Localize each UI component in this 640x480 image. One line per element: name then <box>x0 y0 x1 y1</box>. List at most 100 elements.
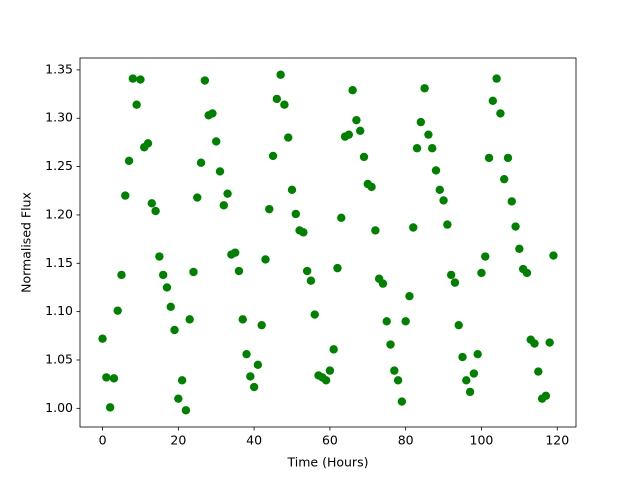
data-point <box>238 315 247 324</box>
data-point <box>401 317 410 326</box>
data-point <box>367 182 376 192</box>
x-tick-label: 20 <box>170 433 186 448</box>
data-point <box>450 278 460 287</box>
data-point <box>424 130 433 139</box>
y-tick-label: 1.00 <box>45 400 73 415</box>
y-tick-label: 1.30 <box>45 110 73 125</box>
data-point <box>541 391 551 400</box>
data-point <box>147 199 157 208</box>
data-point <box>272 94 282 104</box>
x-tick-label: 100 <box>470 433 494 448</box>
data-point <box>458 352 467 362</box>
data-point <box>378 279 388 288</box>
data-point <box>253 360 263 370</box>
data-point <box>166 302 175 312</box>
data-point <box>348 86 357 95</box>
data-point <box>280 100 289 109</box>
data-point <box>371 226 380 235</box>
data-point <box>469 369 479 378</box>
data-point <box>299 228 308 237</box>
data-point <box>124 156 134 165</box>
data-point <box>477 268 486 278</box>
data-point <box>435 185 444 194</box>
data-point <box>98 334 107 343</box>
data-point <box>196 158 206 167</box>
plot-frame <box>79 57 577 428</box>
data-point <box>428 144 437 153</box>
data-point <box>412 144 422 153</box>
data-point <box>499 174 509 184</box>
data-point <box>162 283 172 292</box>
data-point <box>503 153 513 163</box>
data-point <box>200 76 210 85</box>
x-tick-label: 0 <box>99 433 107 448</box>
data-point <box>215 167 225 176</box>
data-point <box>136 75 145 84</box>
data-point <box>488 96 498 106</box>
data-point <box>329 345 338 354</box>
data-point <box>473 349 482 359</box>
data-point <box>230 248 240 257</box>
data-point <box>185 315 194 324</box>
data-point <box>287 185 297 194</box>
data-point <box>446 270 456 280</box>
data-point <box>249 382 259 392</box>
data-point <box>337 213 346 223</box>
data-point <box>522 268 532 278</box>
data-point <box>481 252 490 261</box>
data-point <box>359 152 369 162</box>
data-point <box>549 251 558 260</box>
x-axis-label: Time (Hours) <box>287 455 369 470</box>
data-point <box>181 406 191 415</box>
y-tick-label: 1.20 <box>45 206 73 221</box>
data-point <box>344 130 354 139</box>
data-point <box>246 372 255 381</box>
y-tick-label: 1.15 <box>45 255 73 270</box>
data-point <box>534 367 543 376</box>
data-point <box>439 196 448 205</box>
data-point <box>416 117 426 127</box>
x-tick-label: 40 <box>246 433 262 448</box>
data-point <box>208 109 217 118</box>
data-point <box>310 310 319 319</box>
data-point <box>496 109 505 118</box>
data-point <box>193 193 202 202</box>
data-point <box>386 340 395 349</box>
data-point <box>189 267 198 277</box>
data-point <box>511 222 520 231</box>
data-point <box>177 376 187 385</box>
data-point <box>325 366 335 375</box>
y-tick-label: 1.10 <box>45 303 73 318</box>
data-point <box>128 74 138 83</box>
data-point <box>420 84 429 93</box>
data-point <box>465 387 475 397</box>
data-point <box>109 374 119 383</box>
data-point <box>390 366 399 375</box>
y-tick-label: 1.35 <box>45 61 73 76</box>
y-tick-label: 1.05 <box>45 351 73 366</box>
data-point <box>223 189 232 198</box>
data-point <box>484 153 494 163</box>
y-axis-label: Normalised Flux <box>19 192 34 293</box>
data-point <box>462 376 471 385</box>
y-tick-label: 1.25 <box>45 158 73 173</box>
data-point <box>117 270 126 280</box>
data-point <box>158 270 168 280</box>
data-point <box>397 397 407 406</box>
data-point <box>356 126 365 136</box>
data-point <box>409 223 418 232</box>
data-point <box>132 100 141 109</box>
data-point <box>545 338 554 347</box>
data-point <box>102 373 111 382</box>
data-point <box>234 266 244 276</box>
data-point <box>276 70 285 79</box>
data-point <box>174 394 183 403</box>
data-point <box>306 276 316 285</box>
data-point <box>155 252 164 261</box>
data-point <box>257 320 266 330</box>
data-point <box>265 204 274 214</box>
data-point <box>105 403 115 412</box>
data-point <box>515 244 524 253</box>
